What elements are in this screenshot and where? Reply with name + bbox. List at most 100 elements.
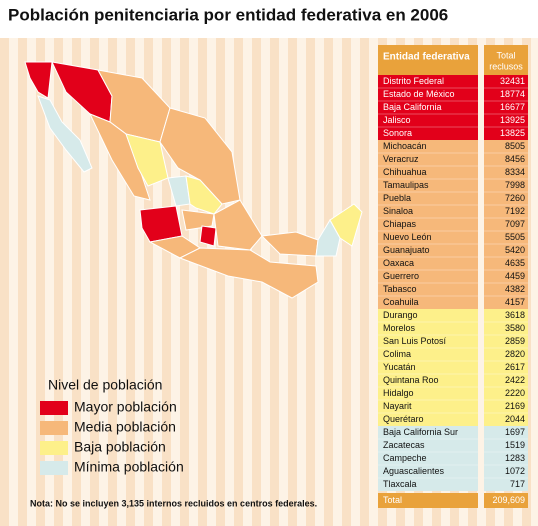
state-name: Nuevo León [383, 232, 432, 242]
state-value: 18774 [500, 89, 525, 99]
state-value: 2220 [505, 388, 525, 398]
state-value: 3580 [505, 323, 525, 333]
total-cell [378, 493, 478, 508]
state-value: 5505 [505, 232, 525, 242]
state-name: Veracruz [383, 154, 419, 164]
state-name: San Luis Potosí [383, 336, 447, 346]
legend-label: Mayor población [74, 399, 177, 415]
state-name: Baja California Sur [383, 427, 458, 437]
state-value: 2617 [505, 362, 525, 372]
row-group [378, 140, 478, 309]
region [329, 203, 363, 247]
state-name: Guerrero [383, 271, 419, 281]
state-name: Michoacán [383, 141, 427, 151]
region [88, 113, 151, 201]
state-name: Querétaro [383, 414, 424, 424]
state-value: 4459 [505, 271, 525, 281]
state-value: 2044 [505, 414, 525, 424]
row-group [378, 75, 478, 140]
total-cell [484, 493, 528, 508]
state-name: Colima [383, 349, 411, 359]
state-name: Zacatecas [383, 440, 425, 450]
state-name: Puebla [383, 193, 411, 203]
state-value: 4382 [505, 284, 525, 294]
region [213, 199, 263, 251]
row-group [484, 140, 528, 309]
state-name: Chihuahua [383, 167, 427, 177]
state-value: 4157 [505, 297, 525, 307]
state-name: Tamaulipas [383, 180, 429, 190]
row-group [378, 426, 478, 491]
state-value: 717 [510, 479, 525, 489]
legend-label: Baja población [74, 439, 166, 455]
region [37, 95, 93, 173]
state-name: Sinaloa [383, 206, 413, 216]
state-name: Aguascalientes [383, 466, 445, 476]
map [24, 61, 363, 299]
table: Entidad federativa TotalreclusosDistrito … [378, 45, 528, 508]
state-value: 2422 [505, 375, 525, 385]
region [315, 219, 341, 257]
state-name: Nayarit [383, 401, 412, 411]
legend: Nivel de población Mayor población Media … [40, 377, 184, 475]
state-value: 13825 [500, 128, 525, 138]
state-name: Morelos [383, 323, 416, 333]
state-value: 16677 [500, 102, 525, 112]
state-value: 7260 [505, 193, 525, 203]
state-name: Guanajuato [383, 245, 430, 255]
state-value: 4635 [505, 258, 525, 268]
row-group [484, 426, 528, 491]
state-value: 1283 [505, 453, 525, 463]
state-value: 7192 [505, 206, 525, 216]
state-name: Distrito Federal [383, 76, 444, 86]
total-label: Total [383, 495, 402, 505]
legend-label: Media población [74, 419, 176, 435]
state-name: Coahuila [383, 297, 419, 307]
header-label: Entidad federativa [383, 52, 470, 63]
state-value: 7097 [505, 219, 525, 229]
state-value: 5420 [505, 245, 525, 255]
header-label: reclusos [489, 61, 523, 71]
legend-swatch [40, 461, 68, 475]
region [178, 247, 319, 299]
title: Población penitenciaria por entidad fede… [8, 5, 448, 24]
state-value: 1072 [505, 466, 525, 476]
region [181, 209, 215, 231]
state-value: 8334 [505, 167, 525, 177]
state-name: Hidalgo [383, 388, 414, 398]
legend-label: Mínima población [74, 459, 184, 475]
state-value: 2169 [505, 401, 525, 411]
legend-swatch [40, 421, 68, 435]
legend-title: Nivel de población [48, 377, 162, 393]
state-name: Tlaxcala [383, 479, 417, 489]
state-value: 2859 [505, 336, 525, 346]
region [199, 225, 217, 247]
state-value: 3618 [505, 310, 525, 320]
state-value: 2820 [505, 349, 525, 359]
state-name: Chiapas [383, 219, 417, 229]
region [125, 133, 169, 187]
row-group [378, 309, 478, 426]
legend-swatch [40, 441, 68, 455]
state-name: Estado de México [383, 89, 455, 99]
state-value: 1519 [505, 440, 525, 450]
state-name: Sonora [383, 128, 412, 138]
row-group [484, 309, 528, 426]
state-value: 13925 [500, 115, 525, 125]
state-name: Tabasco [383, 284, 417, 294]
state-value: 7998 [505, 180, 525, 190]
header-cell [484, 45, 528, 75]
header-label: Total [496, 50, 515, 60]
state-name: Yucatán [383, 362, 416, 372]
header-cell [378, 45, 478, 75]
state-name: Campeche [383, 453, 427, 463]
state-value: 8505 [505, 141, 525, 151]
state-name: Quintana Roo [383, 375, 439, 385]
region [24, 61, 53, 99]
state-value: 32431 [500, 76, 525, 86]
note: Nota: No se incluyen 3,135 internos recl… [30, 498, 317, 508]
state-name: Durango [383, 310, 418, 320]
state-value: 8456 [505, 154, 525, 164]
state-name: Oaxaca [383, 258, 414, 268]
